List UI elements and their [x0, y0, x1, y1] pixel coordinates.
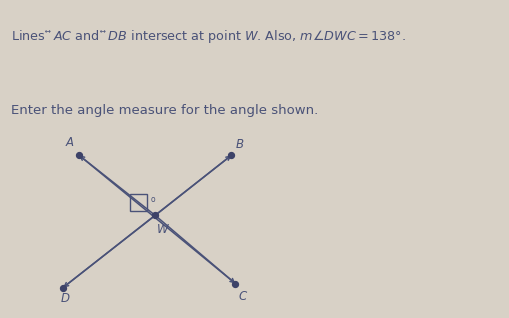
- Point: [59, 285, 67, 290]
- Text: o: o: [151, 196, 155, 204]
- Point: [75, 153, 83, 158]
- Text: Enter the angle measure for the angle shown.: Enter the angle measure for the angle sh…: [11, 104, 319, 117]
- Text: Lines $\overleftrightarrow{AC}$ and $\overleftrightarrow{DB}$ intersect at point: Lines $\overleftrightarrow{AC}$ and $\ov…: [11, 28, 406, 45]
- Point: [232, 281, 240, 286]
- Text: C: C: [239, 290, 247, 303]
- Point: [228, 153, 236, 158]
- Text: D: D: [61, 292, 70, 305]
- Text: A: A: [66, 136, 73, 149]
- Text: B: B: [236, 138, 243, 151]
- Text: W: W: [157, 224, 168, 236]
- Point: [151, 213, 159, 218]
- Bar: [130, 194, 147, 211]
